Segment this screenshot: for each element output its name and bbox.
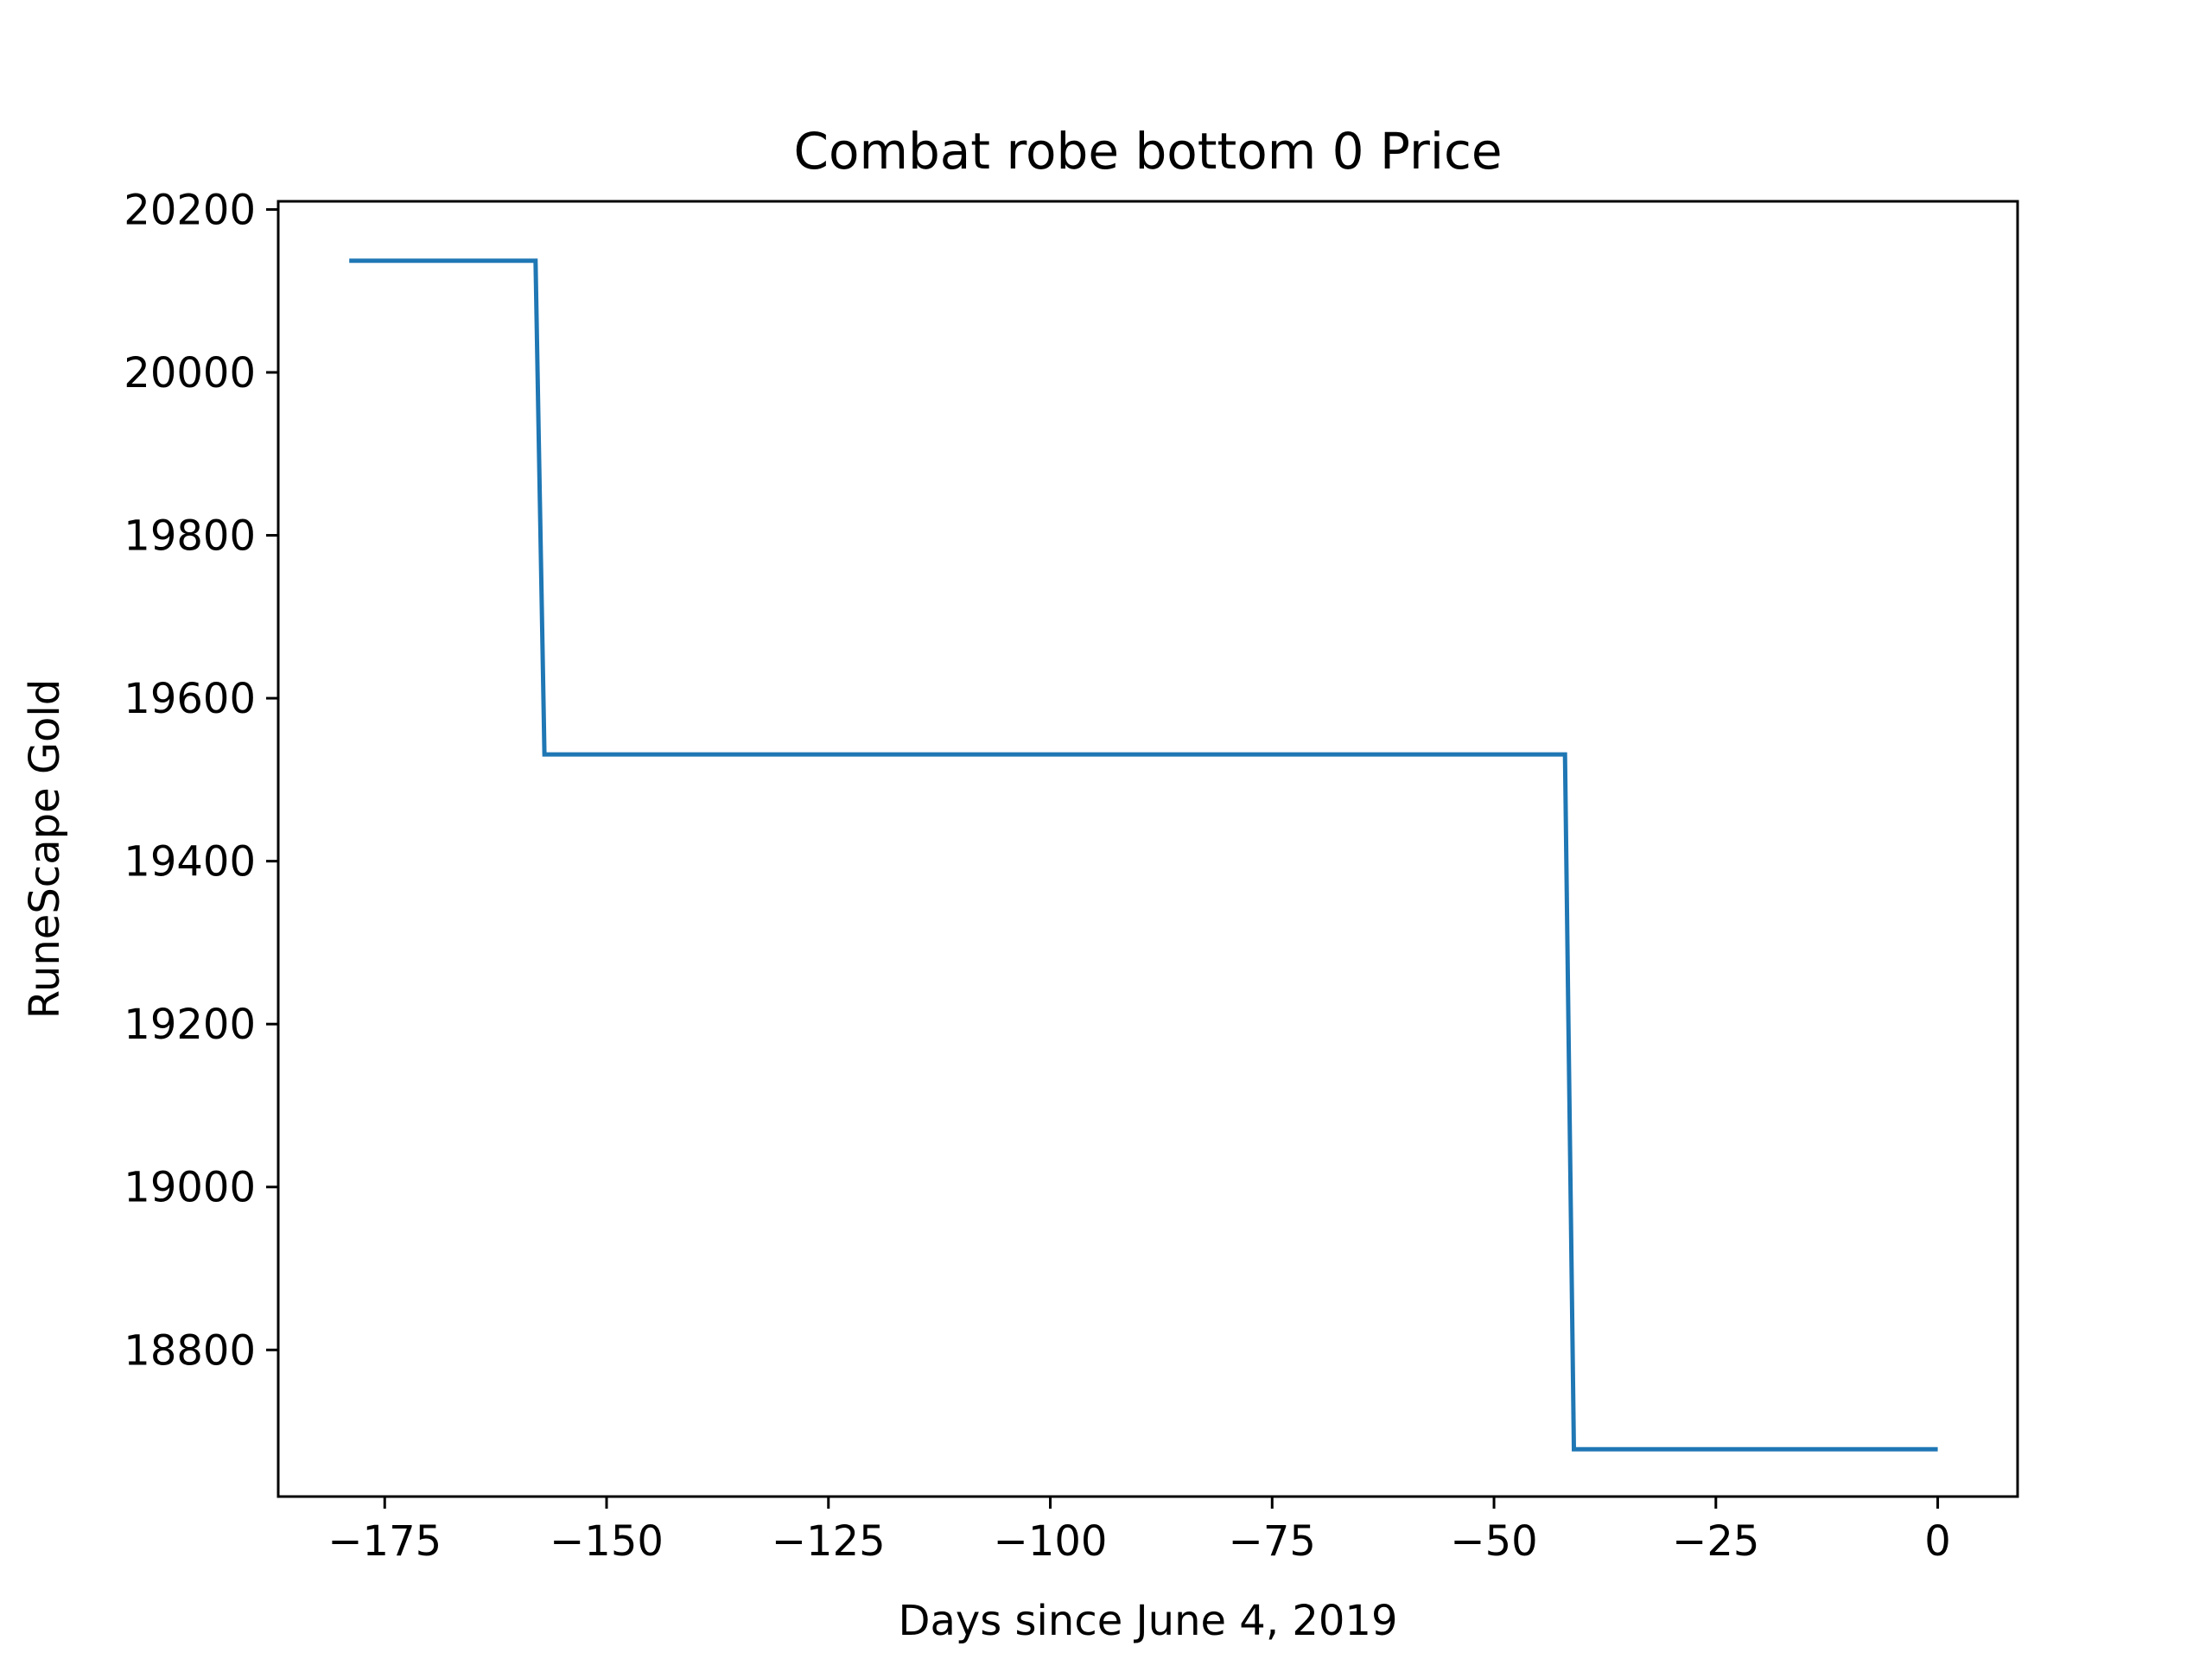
plot-marks [349,258,1938,1452]
x-tick-label: −125 [772,1517,886,1566]
y-tick-label: 18800 [124,1326,256,1375]
y-axis-label: RuneScape Gold [21,679,69,1019]
y-tick-label: 19400 [124,838,256,887]
x-tick-label: 0 [1924,1517,1951,1566]
y-tick-label: 19200 [124,1001,256,1049]
x-tick-label: −100 [994,1517,1108,1566]
x-axis-ticks: −175 −150 −125 −100 −75 −50 −25 0 [327,1497,1951,1566]
plot-frame [276,200,2019,1498]
x-axis-label: Days since June 4, 2019 [899,1597,1398,1645]
x-tick-label: −175 [327,1517,442,1566]
chart-title: Combat robe bottom 0 Price [793,122,1502,181]
x-tick-label: −150 [550,1517,664,1566]
y-tick-label: 19000 [124,1164,256,1212]
series-line-0 [349,258,1938,1452]
y-tick-label: 19800 [124,512,256,561]
x-tick-label: −75 [1229,1517,1316,1566]
x-tick-label: −50 [1450,1517,1537,1566]
y-tick-label: 20200 [124,186,256,234]
y-axis-ticks: 18800 19000 19200 19400 19600 19800 20000 20200 [124,186,278,1375]
x-tick-label: −25 [1672,1517,1759,1566]
y-tick-label: 20000 [124,349,256,397]
y-tick-label: 19600 [124,675,256,723]
